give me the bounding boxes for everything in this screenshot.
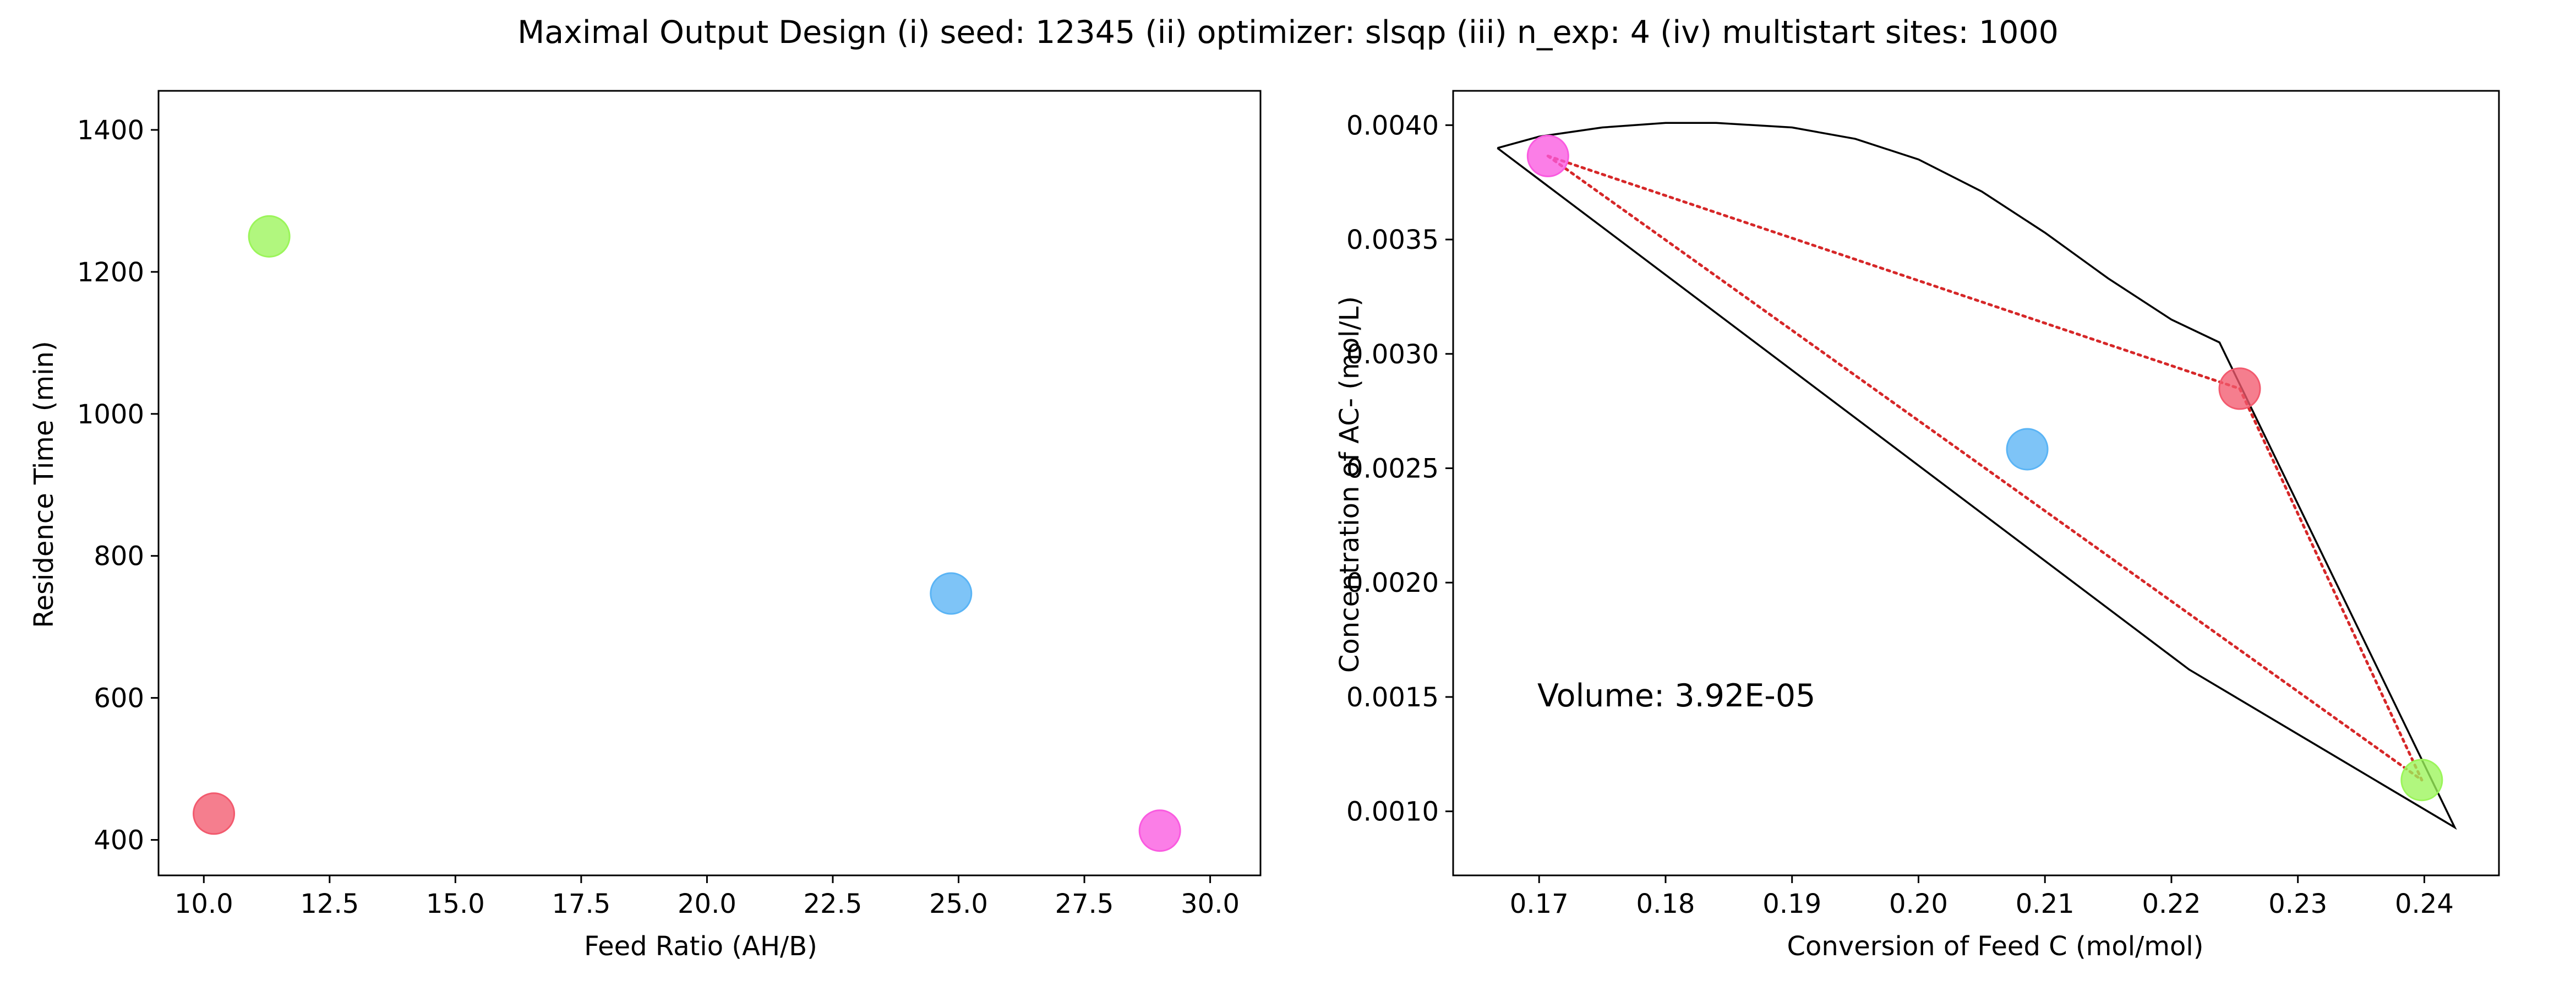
right-points: [1526, 134, 2443, 802]
scatter-point-green: [2400, 759, 2443, 802]
right-axes-frame: [1452, 90, 2500, 876]
left-x-ticks: 10.0 12.5 15.0 17.5 20.0 22.5 25.0 27.5 30.0: [174, 875, 1240, 919]
right-y-ticks: 0.0010 0.0015 0.0020 0.0025 0.0030 0.0035 0.00…: [1346, 110, 1453, 827]
y-tick-label: 0.0040: [1346, 110, 1439, 141]
dotted-edge: [1546, 154, 2424, 782]
right-y-axis-label: Concentration of AC- (mol/L): [1334, 296, 1365, 673]
y-tick-label: 0.0015: [1346, 682, 1439, 713]
right-x-ticks: 0.17 0.18 0.19 0.20 0.21 0.22 0.23 0.24: [1510, 875, 2454, 919]
dotted-edge: [1546, 154, 2241, 390]
scatter-point-magenta: [1138, 809, 1181, 852]
x-tick-label: 12.5: [300, 889, 359, 919]
x-tick-label: 22.5: [804, 889, 863, 919]
y-tick-label: 400: [94, 825, 144, 856]
y-tick-label: 800: [94, 541, 144, 572]
y-tick-label: 600: [94, 683, 144, 714]
y-tick-label: 0.0010: [1346, 797, 1439, 827]
x-tick-label: 0.21: [2016, 889, 2075, 919]
x-tick-label: 27.5: [1055, 889, 1114, 919]
dotted-edge: [2238, 387, 2424, 782]
x-tick-label: 20.0: [678, 889, 736, 919]
y-tick-label: 1200: [77, 257, 144, 288]
scatter-point-magenta: [1526, 134, 1569, 177]
scatter-point-blue: [930, 572, 973, 615]
left-points: [193, 215, 1181, 852]
left-scatter-panel: 10.0 12.5 15.0 17.5 20.0 22.5 25.0 27.5 30.0 400…: [29, 90, 1262, 962]
x-tick-label: 25.0: [929, 889, 988, 919]
scatter-point-blue: [2006, 428, 2049, 471]
x-tick-label: 0.19: [1762, 889, 1821, 919]
right-x-axis-label: Conversion of Feed C (mol/mol): [1787, 931, 2204, 962]
left-y-axis-label: Residence Time (min): [29, 341, 59, 628]
left-axes-frame: [157, 90, 1262, 876]
x-tick-label: 0.23: [2268, 889, 2327, 919]
right-scatter-panel: 0.17 0.18 0.19 0.20 0.21 0.22 0.23 0.24 0.00100…: [1334, 90, 2500, 962]
y-tick-label: 0.0035: [1346, 225, 1439, 255]
volume-annotation: Volume: 3.92E-05: [1537, 678, 1815, 714]
figure-suptitle: Maximal Output Design (i) seed: 12345 (i…: [517, 14, 2059, 51]
design-dotted-edges: [1546, 154, 2424, 782]
y-tick-label: 0.0020: [1346, 568, 1439, 598]
x-tick-label: 10.0: [174, 889, 233, 919]
left-y-ticks: 400 600 800 1000 1200 1400: [77, 115, 159, 856]
y-tick-label: 1400: [77, 115, 144, 146]
y-tick-label: 0.0030: [1346, 339, 1439, 370]
y-tick-label: 0.0025: [1346, 453, 1439, 484]
x-tick-label: 17.5: [552, 889, 610, 919]
x-tick-label: 30.0: [1181, 889, 1240, 919]
x-tick-label: 0.17: [1510, 889, 1569, 919]
x-tick-label: 0.20: [1889, 889, 1948, 919]
scatter-point-green: [248, 215, 291, 258]
x-tick-label: 0.22: [2142, 889, 2201, 919]
scatter-point-red: [193, 792, 236, 835]
scatter-point-red: [2218, 367, 2261, 410]
feasible-region-boundary: [1497, 122, 2457, 830]
x-tick-label: 15.0: [426, 889, 485, 919]
left-x-axis-label: Feed Ratio (AH/B): [584, 931, 817, 962]
y-tick-label: 1000: [77, 399, 144, 430]
x-tick-label: 0.18: [1636, 889, 1695, 919]
x-tick-label: 0.24: [2395, 889, 2454, 919]
